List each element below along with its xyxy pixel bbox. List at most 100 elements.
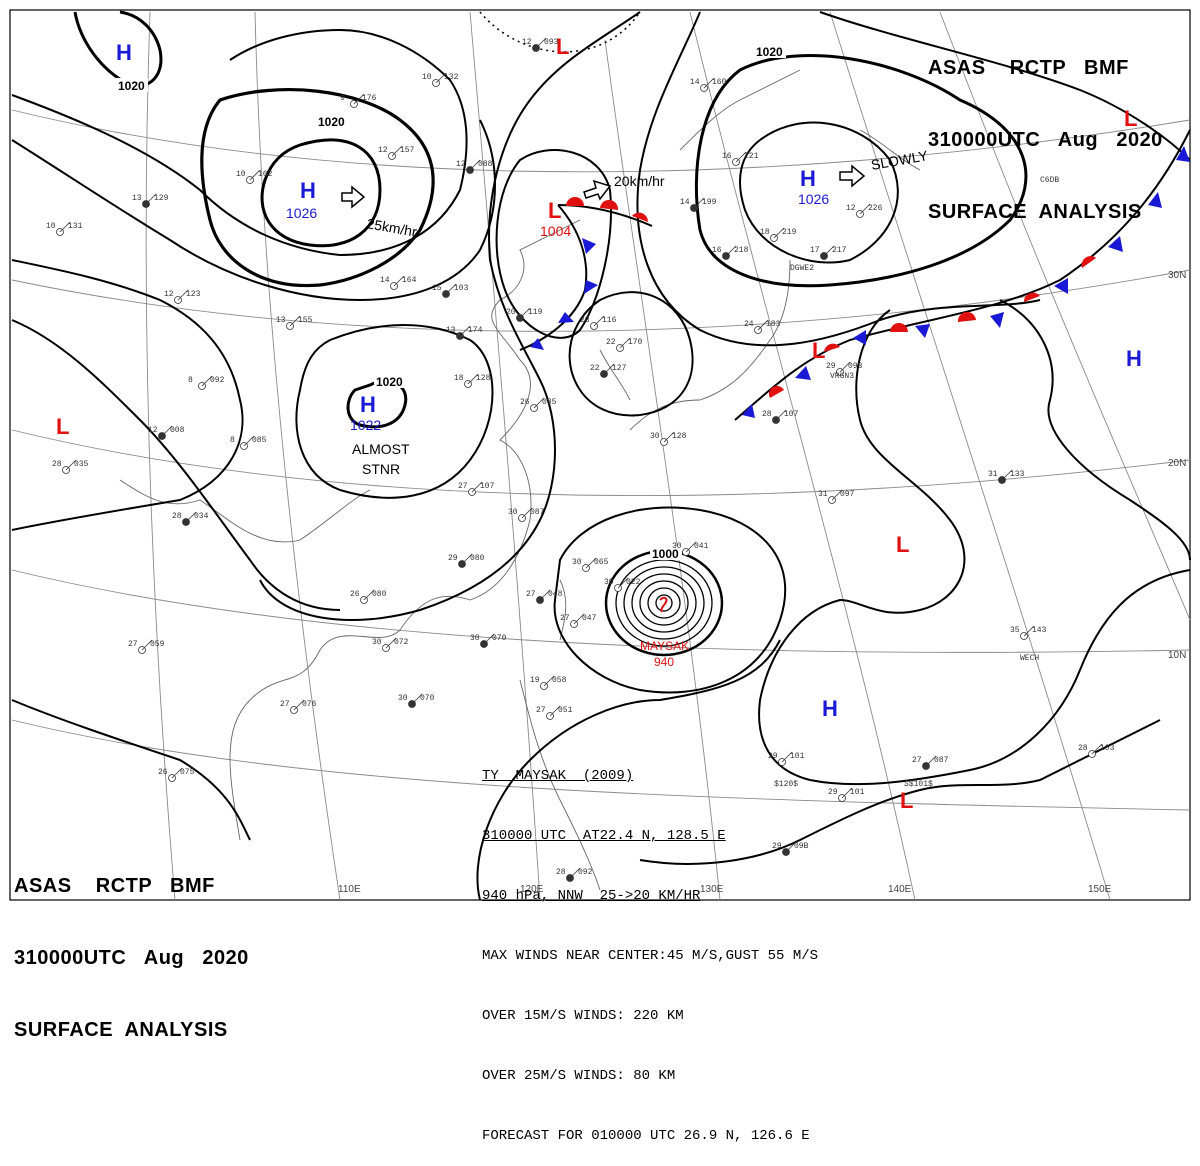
isobar-se (639, 719, 1161, 865)
station-temp: 12 (522, 38, 532, 47)
station-pressure: 128 (672, 432, 687, 441)
station-wind-barb (773, 227, 785, 239)
station-temp: 18 (760, 228, 770, 237)
station-pressure: 093 (848, 362, 863, 371)
station-wind-barb (435, 72, 447, 84)
station-plot: 30 072 (372, 637, 409, 652)
isobar-pacific (758, 309, 1191, 786)
station-temp: 28 (762, 410, 772, 419)
cold-front-triangles (742, 146, 1190, 418)
parallel-20n (11, 429, 1191, 496)
typhoon-pressure-label: 940 (654, 655, 674, 669)
station-temp: 30 (650, 432, 660, 441)
bulletin-line: TY MAYSAK (2009) (482, 768, 634, 784)
station-plot: 24 183 (744, 319, 781, 334)
typhoon-ring (615, 559, 713, 647)
station-pressure: 218 (734, 246, 749, 255)
station-temp: 20 (506, 308, 516, 317)
station-plot: 29 101 (768, 751, 805, 766)
weather-map: H H H H H H L L L L L L L 1026 1026 1022… (9, 9, 1191, 901)
coast-philippines (519, 679, 601, 891)
station-wind-barb (161, 425, 173, 437)
high-center-value: 1026 (286, 205, 317, 221)
pressure-center-symbols: H H H H H H L L L L L L L (56, 34, 1142, 813)
meridian-100e (145, 11, 176, 901)
station-plot: 28 092 (556, 867, 593, 882)
station-temp: 10 (236, 170, 246, 179)
arrow-low-north (583, 179, 612, 201)
station-pressure: 103 (454, 284, 469, 293)
station-plot: 30 041 (672, 541, 709, 556)
low-center-value: 1004 (540, 223, 571, 239)
station-id: DGWE2 (790, 264, 814, 273)
station-temp: 28 (556, 868, 566, 877)
station-wind-barb (1091, 743, 1103, 755)
longitude-label: 140E (888, 884, 912, 895)
high-center-symbol: H (116, 40, 132, 65)
station-temp: 14 (680, 198, 690, 207)
arrow-ne-high (839, 164, 866, 188)
station-wind-barb (573, 613, 585, 625)
station-pressure: 101 (790, 752, 805, 761)
header-top-right: ASAS RCTP BMF 310000UTC Aug 2020 SURFACE… (928, 8, 1163, 248)
header-line-1: ASAS RCTP BMF (928, 57, 1129, 79)
station-temp: 28 (172, 512, 182, 521)
typhoon-name-label: MAYSAK (640, 639, 689, 653)
isobar-korea (568, 291, 694, 417)
station-wind-barb (1023, 625, 1035, 637)
parallel-0 (11, 719, 1191, 811)
station-plot: 27 087 (912, 755, 949, 770)
station-temp: 30 (604, 578, 614, 587)
isobar-ne-high-inner (739, 121, 899, 264)
typhoon-ring (655, 594, 673, 612)
station-plot: 10 132 (422, 72, 459, 87)
station-temp: 23 (580, 316, 590, 325)
station-wind-barb (703, 77, 715, 89)
station-wind-barb (775, 409, 787, 421)
station-plot: 20 119 (506, 307, 543, 322)
station-ids: DGWE2 VRGN3 WECH C6DB S$101$ $120$ (774, 176, 1059, 789)
header-line-2: 310000UTC Aug 2020 (928, 129, 1163, 151)
station-temp: 16 (712, 246, 722, 255)
latitude-label: 30N (1168, 270, 1186, 281)
station-temp: 30 (572, 558, 582, 567)
station-temp: 30 (672, 542, 682, 551)
station-temp: 29 (448, 554, 458, 563)
station-plot: 29 09B (772, 841, 809, 856)
low-center-symbol: L (56, 414, 69, 439)
station-pressure: 162 (258, 170, 273, 179)
header-line-1: ASAS RCTP BMF (14, 875, 215, 897)
bulletin-line: 940 hPa, NNW 25->20 KM/HR (482, 888, 701, 904)
station-temp: 27 (536, 706, 546, 715)
station-wind-barb (663, 431, 675, 443)
stationary-front (734, 129, 1191, 421)
station-pressure: 034 (194, 512, 209, 521)
isobar-ne-outer (636, 11, 1041, 347)
header-bottom-left: ASAS RCTP BMF 310000UTC Aug 2020 SURFACE… (14, 826, 249, 1066)
station-plot: 13 174 (446, 325, 483, 340)
isobar-label: 1020 (756, 45, 783, 59)
station-wind-barb (185, 511, 197, 523)
typhoon-ring (647, 587, 681, 619)
station-wind-barb (201, 375, 213, 387)
station-wind-barb (65, 459, 77, 471)
meridian-130e (604, 39, 721, 901)
station-temp: 29 (772, 842, 782, 851)
typhoon-labels: MAYSAK 940 (640, 639, 689, 669)
station-pressure: 103 (1100, 744, 1115, 753)
station-pressure: 174 (468, 326, 483, 335)
station-plot: 30 070 (398, 693, 435, 708)
station-wind-barb (619, 337, 631, 349)
station-wind-barb (243, 435, 255, 447)
station-wind-barb (141, 639, 153, 651)
station-wind-barb (519, 307, 531, 319)
station-plot: 28 034 (172, 511, 209, 526)
isobar-south (476, 639, 781, 901)
station-plot: 28 107 (762, 409, 799, 424)
parallel-30n (11, 269, 1191, 332)
station-pressure: 088 (478, 160, 493, 169)
typhoon-ring (623, 566, 705, 640)
motion-label: SLOWLY (870, 147, 930, 173)
low-center-symbol: L (548, 198, 561, 223)
